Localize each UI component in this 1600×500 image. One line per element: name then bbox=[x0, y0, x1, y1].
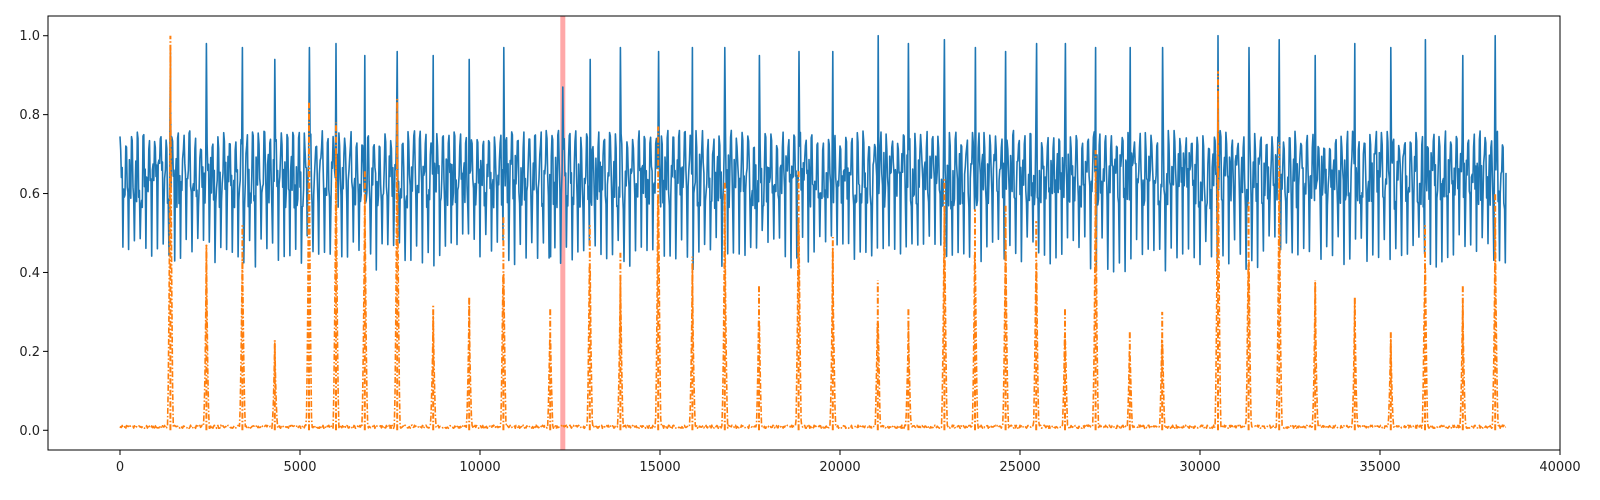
y-tick-label: 0.4 bbox=[19, 266, 40, 281]
x-axis: 0 5000 10000 15000 20000 25000 30000 35000 40000 bbox=[116, 450, 1581, 475]
y-tick-label: 1.0 bbox=[19, 29, 40, 44]
x-tick-label: 15000 bbox=[639, 460, 680, 475]
y-axis: 0.0 0.2 0.4 0.6 0.8 1.0 bbox=[19, 29, 48, 439]
y-tick-label: 0.2 bbox=[19, 345, 40, 360]
x-tick-label: 35000 bbox=[1359, 460, 1400, 475]
plot-frame bbox=[47, 15, 1561, 451]
vertical-marker bbox=[560, 16, 566, 450]
x-tick-label: 0 bbox=[116, 460, 124, 475]
x-tick-label: 5000 bbox=[283, 460, 316, 475]
x-tick-label: 20000 bbox=[819, 460, 860, 475]
x-tick-label: 25000 bbox=[999, 460, 1040, 475]
series-line bbox=[119, 34, 1507, 273]
y-tick-label: 0.8 bbox=[19, 108, 40, 123]
plot-area bbox=[119, 16, 1507, 450]
x-tick-label: 10000 bbox=[459, 460, 500, 475]
y-tick-label: 0.0 bbox=[19, 424, 40, 439]
x-tick-label: 30000 bbox=[1179, 460, 1220, 475]
series-line bbox=[119, 46, 1507, 430]
x-tick-label: 40000 bbox=[1539, 460, 1580, 475]
y-tick-label: 0.6 bbox=[19, 187, 40, 202]
